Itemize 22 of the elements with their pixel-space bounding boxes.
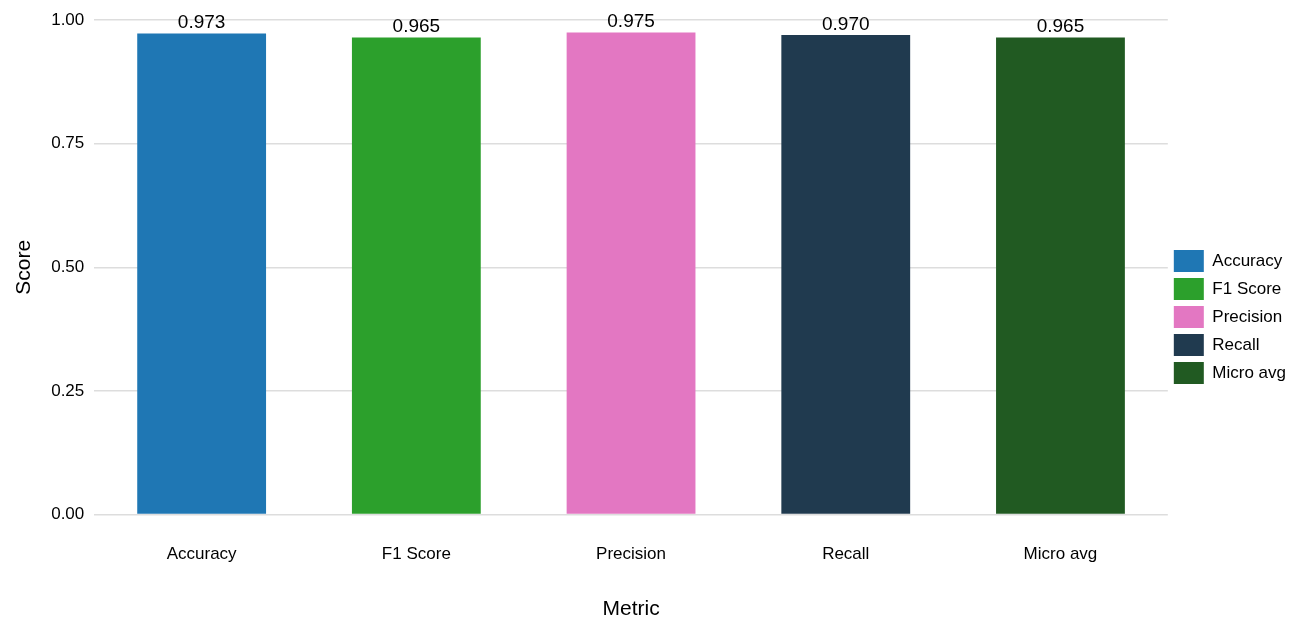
data-label: 0.965 <box>392 15 441 37</box>
y-tick-label: 1.00 <box>51 9 85 29</box>
x-tick-label: Precision <box>596 544 667 564</box>
data-label: 0.973 <box>177 11 226 33</box>
y-axis-title: Score <box>11 239 35 295</box>
x-tick-label: Recall <box>822 544 870 564</box>
x-tick-label: F1 Score <box>381 544 451 564</box>
x-tick-label: Micro avg <box>1023 544 1098 564</box>
data-label: 0.970 <box>821 12 870 34</box>
data-label: 0.975 <box>607 10 655 32</box>
y-tick-label: 0.25 <box>51 380 85 400</box>
y-tick-label: 0.00 <box>51 504 85 524</box>
data-label: 0.965 <box>1036 15 1085 37</box>
legend-label: F1 Score <box>1212 278 1282 298</box>
y-tick-label: 0.75 <box>51 133 85 153</box>
legend-label: Micro avg <box>1212 362 1286 382</box>
x-tick-label: Accuracy <box>166 544 238 564</box>
x-axis-title: Metric <box>602 596 660 620</box>
y-tick-label: 0.50 <box>51 256 85 276</box>
legend-label: Precision <box>1212 306 1283 326</box>
legend-label: Accuracy <box>1212 250 1283 270</box>
legend-label: Recall <box>1212 334 1260 354</box>
